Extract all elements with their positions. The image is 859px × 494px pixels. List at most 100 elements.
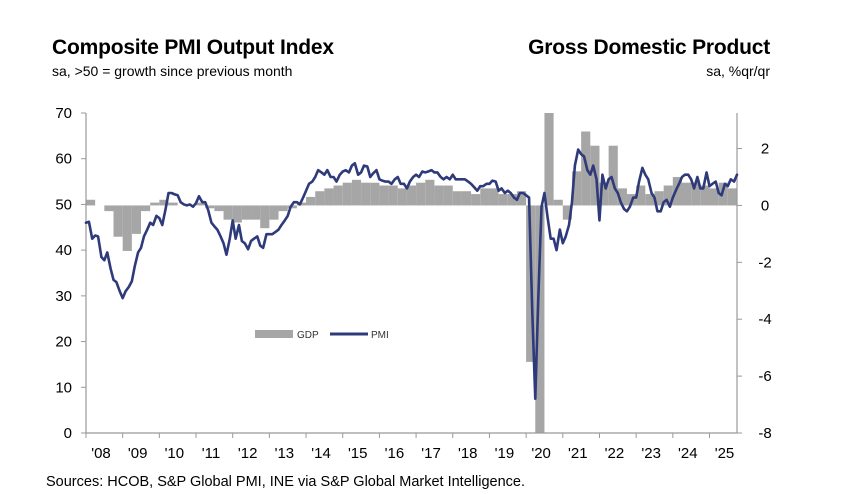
gdp-bar-2013Q3 — [287, 205, 297, 209]
left-tick-label: 0 — [64, 425, 72, 442]
gdp-bar-2009Q4 — [150, 202, 160, 206]
right-tick-label: 0 — [761, 197, 769, 214]
gdp-bar-2009Q3 — [141, 205, 151, 212]
gdp-bar-2011Q3 — [214, 205, 224, 212]
gdp-bar-2022Q3 — [617, 188, 627, 206]
gdp-bar-2017Q3 — [434, 185, 444, 206]
right-tick-label: -4 — [758, 311, 771, 328]
x-tick-label: '17 — [421, 445, 441, 462]
gdp-bar-2019Q2 — [498, 194, 508, 206]
gdp-bar-2022Q1 — [599, 182, 609, 206]
left-tick-label: 20 — [55, 334, 72, 351]
legend-gdp-label: GDP — [297, 330, 319, 341]
pmi-line-group — [84, 148, 739, 401]
legend-gdp-swatch — [255, 330, 293, 338]
gdp-bar-2021Q2 — [571, 171, 582, 206]
gdp-bar-2014Q4 — [333, 185, 343, 206]
left-chart-subtitle: sa, >50 = growth since previous month — [52, 63, 293, 79]
gdp-bar-2024Q1 — [672, 177, 682, 206]
gdp-bar-2023Q3 — [654, 191, 664, 206]
x-tick-label: '21 — [568, 445, 588, 462]
gdp-bar-2020Q2 — [535, 205, 545, 433]
gdp-bar-2024Q4 — [700, 185, 710, 206]
gdp-bar-2017Q2 — [425, 179, 435, 206]
gdp-bar-2008Q4 — [113, 205, 123, 237]
x-tick-label: '25 — [715, 445, 735, 462]
gdp-bar-2018Q3 — [471, 194, 481, 206]
x-tick-label: '11 — [202, 445, 220, 462]
gdp-bar-2011Q1 — [196, 202, 206, 206]
x-tick-label: '12 — [238, 445, 258, 462]
x-tick-label: '24 — [678, 445, 698, 462]
gdp-bar-2009Q2 — [131, 205, 142, 234]
x-tick-label: '23 — [641, 445, 661, 462]
gdp-bar-2019Q4 — [516, 191, 527, 206]
tick-labels: 70605040302010020-2-4-6-8'08'09'10'11'12… — [55, 105, 771, 462]
gdp-bar-2023Q1 — [636, 185, 646, 206]
x-tick-label: '09 — [128, 445, 148, 462]
right-chart-subtitle: sa, %qr/qr — [706, 63, 770, 79]
gdp-bar-2023Q4 — [663, 185, 673, 206]
left-tick-label: 10 — [55, 379, 72, 396]
gdp-bar-2018Q4 — [480, 188, 490, 206]
x-tick-label: '18 — [458, 445, 478, 462]
gdp-bar-2020Q3 — [544, 113, 554, 206]
left-tick-label: 60 — [55, 151, 72, 168]
gdp-bar-2012Q4 — [260, 205, 270, 229]
gdp-bar-2018Q2 — [461, 191, 472, 206]
right-tick-label: -6 — [758, 368, 771, 385]
gdp-bar-2021Q1 — [562, 205, 572, 220]
gdp-bar-2016Q4 — [406, 185, 417, 206]
left-tick-label: 40 — [55, 242, 72, 259]
gdp-bar-2017Q1 — [416, 182, 426, 206]
x-tick-label: '19 — [495, 445, 515, 462]
x-tick-label: '16 — [385, 445, 405, 462]
left-chart-title: Composite PMI Output Index — [52, 36, 334, 59]
x-tick-label: '22 — [605, 445, 625, 462]
gdp-bar-2016Q3 — [397, 188, 407, 206]
gdp-bar-2014Q3 — [324, 188, 334, 206]
x-tick-label: '08 — [91, 445, 111, 462]
left-tick-label: 50 — [55, 196, 72, 213]
gdp-bar-2025Q3 — [727, 188, 737, 206]
x-tick-label: '20 — [531, 445, 551, 462]
gdp-bar-2009Q1 — [122, 205, 132, 251]
gdp-bar-2010Q2 — [168, 202, 178, 206]
gdp-bar-2019Q3 — [507, 194, 517, 206]
gdp-bar-2011Q4 — [223, 205, 233, 220]
gdp-bar-2014Q1 — [306, 196, 316, 206]
gdp-bar-2012Q1 — [232, 205, 242, 223]
gdp-bar-2016Q1 — [379, 185, 389, 206]
gdp-bar-2025Q1 — [709, 188, 719, 206]
legend: GDP PMI — [255, 330, 389, 341]
gdp-bar-2024Q2 — [681, 182, 692, 206]
chart-axes — [81, 112, 742, 438]
gdp-bars — [86, 113, 737, 433]
x-tick-label: '15 — [348, 445, 368, 462]
gdp-bar-2015Q2 — [351, 179, 362, 206]
right-tick-label: -8 — [758, 425, 771, 442]
left-tick-label: 70 — [55, 105, 72, 122]
gdp-bar-2019Q1 — [489, 188, 499, 206]
gdp-bar-2022Q2 — [608, 145, 618, 206]
x-tick-label: '13 — [275, 445, 295, 462]
right-chart-title: Gross Domestic Product — [528, 36, 770, 59]
gdp-bar-2013Q2 — [278, 205, 288, 212]
gdp-bar-2017Q4 — [443, 185, 453, 206]
gdp-bar-2011Q2 — [205, 205, 215, 209]
pmi-line — [84, 148, 739, 401]
left-tick-label: 30 — [55, 288, 72, 305]
gdp-bar-2015Q4 — [370, 182, 380, 206]
gdp-bar-2023Q2 — [645, 194, 655, 206]
gdp-bar-2010Q1 — [159, 199, 169, 206]
gdp-bar-2015Q1 — [342, 182, 352, 206]
x-tick-label: '10 — [165, 445, 185, 462]
x-tick-label: '14 — [311, 445, 331, 462]
gdp-bar-2012Q2 — [241, 205, 252, 220]
gdp-bar-2016Q2 — [388, 185, 398, 206]
gdp-bar-2008Q1 — [86, 199, 96, 206]
gdp-bar-2014Q2 — [315, 191, 325, 206]
legend-pmi-label: PMI — [371, 330, 389, 341]
right-tick-label: 2 — [761, 141, 769, 158]
